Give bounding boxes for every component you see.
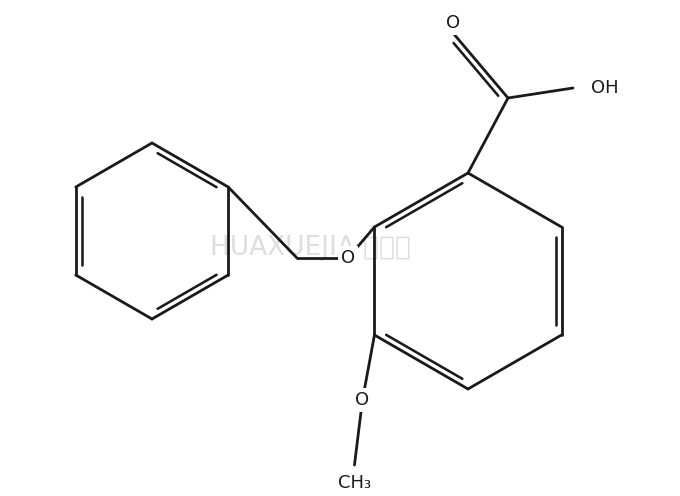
Text: O: O: [341, 249, 355, 267]
Text: OH: OH: [591, 79, 619, 97]
Text: CH₃: CH₃: [338, 474, 371, 492]
Text: HUAXUEJIA 化学加: HUAXUEJIA 化学加: [209, 235, 411, 261]
Text: O: O: [446, 14, 460, 32]
Text: O: O: [356, 391, 369, 409]
